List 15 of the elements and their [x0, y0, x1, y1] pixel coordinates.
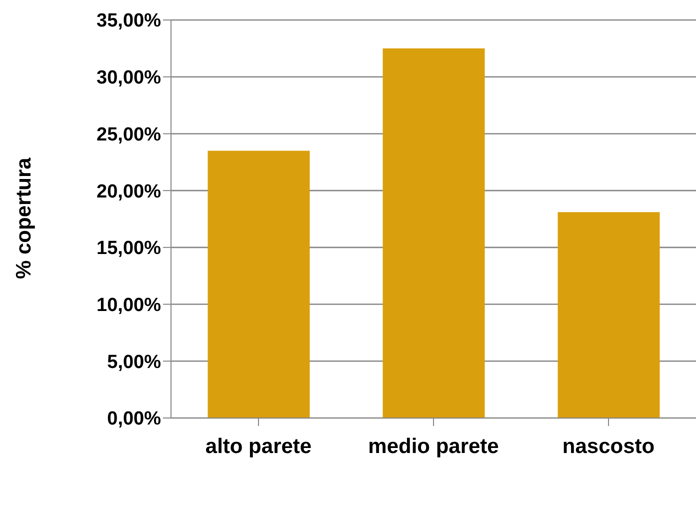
y-axis-title: % copertura [12, 157, 36, 279]
x-tick-label: alto parete [205, 434, 312, 458]
y-tick-label: 30,00% [96, 68, 162, 89]
bar [208, 150, 310, 418]
bar [382, 48, 485, 418]
x-tick-label: nascosto [562, 434, 655, 458]
bar [558, 212, 660, 418]
y-tick-label: 10,00% [96, 295, 162, 316]
x-tick-label: medio parete [368, 434, 499, 458]
y-tick-label: 35,00% [96, 10, 162, 32]
y-tick-label: 25,00% [96, 124, 162, 146]
y-tick-label: 15,00% [96, 238, 162, 260]
y-tick-label: 5,00% [107, 352, 162, 373]
y-tick-label: 20,00% [96, 181, 162, 202]
y-tick-label: 0,00% [107, 408, 162, 430]
